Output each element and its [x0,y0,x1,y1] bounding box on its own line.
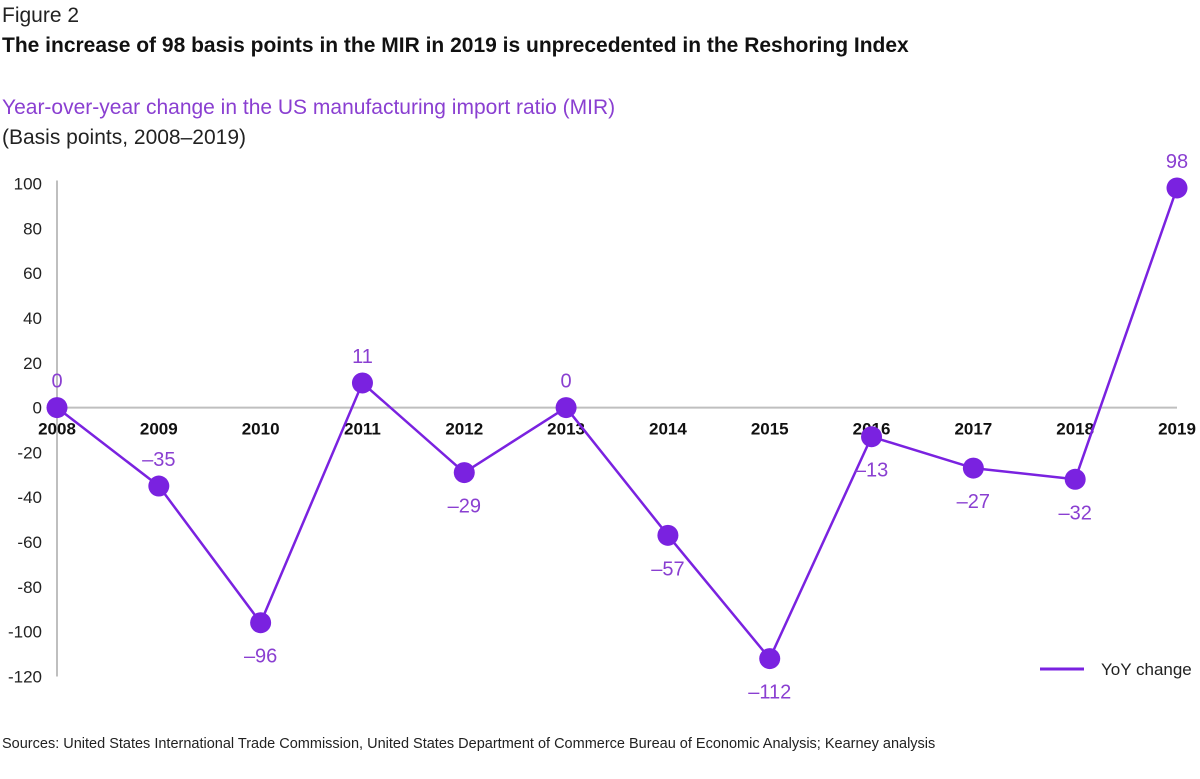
data-label: –35 [142,449,175,471]
series-line [56,187,1179,660]
x-category-label: 2008 [38,420,76,439]
legend: YoY change [1040,660,1192,679]
x-category-label: 2017 [954,420,992,439]
data-label: –96 [244,646,277,668]
chart-subtitle: Year-over-year change in the US manufact… [2,96,616,119]
data-label: –32 [1058,502,1091,524]
y-tick-label: -120 [8,668,42,687]
data-point [148,475,170,497]
data-label: –57 [651,558,684,580]
x-category-label: 2012 [445,420,483,439]
data-point [1166,177,1188,199]
data-point [351,372,373,394]
figure-label: Figure 2 [2,4,80,27]
data-label: 0 [51,371,62,393]
data-point [453,462,475,484]
x-category-label: 2013 [547,420,585,439]
data-label: 11 [352,346,373,368]
data-point [46,397,68,419]
data-point [250,612,272,634]
y-tick-label: 0 [33,399,42,418]
data-point [1064,468,1086,490]
data-labels: 0 –35 –96 11 –29 0 –57 –112 –13 –27 –32 98 [51,151,1188,704]
y-axis: 100 80 60 40 20 0 -20 -40 -60 -80 -100 -120 [8,175,58,687]
data-point [657,524,679,546]
data-label: –27 [957,491,990,513]
y-tick-label: 40 [23,309,42,328]
y-tick-label: -20 [17,443,42,462]
series-yoy-change [46,177,1188,670]
x-category-label: 2010 [242,420,280,439]
data-label: 98 [1166,151,1188,173]
sources-note: Sources: United States International Tra… [2,736,936,752]
x-category-label: 2011 [344,420,381,439]
figure-title: The increase of 98 basis points in the M… [2,34,909,57]
x-category-label: 2018 [1056,420,1094,439]
y-tick-label: 60 [23,264,42,283]
x-category-label: 2009 [140,420,178,439]
chart-units: (Basis points, 2008–2019) [2,126,246,149]
y-tick-label: -100 [8,623,42,642]
y-tick-label: -40 [17,488,42,507]
x-category-label: 2019 [1158,420,1196,439]
y-tick-label: 100 [14,175,42,194]
line-chart: 100 80 60 40 20 0 -20 -40 -60 -80 -100 -120 2008 200… [8,151,1196,704]
data-point [555,397,577,419]
data-label: –29 [448,496,481,518]
data-label: 0 [561,371,572,393]
data-point [759,648,781,670]
x-category-label: 2014 [649,420,687,439]
x-category-label: 2015 [751,420,789,439]
y-tick-label: -80 [17,578,42,597]
y-tick-label: 20 [23,354,42,373]
data-point [861,426,883,448]
y-tick-label: 80 [23,219,42,238]
data-label: –112 [748,682,791,704]
data-point [962,457,984,479]
x-axis: 2008200920102011201220132014201520162017… [38,406,1196,439]
data-label: –13 [855,460,888,482]
legend-label: YoY change [1101,660,1192,679]
y-tick-label: -60 [17,533,42,552]
